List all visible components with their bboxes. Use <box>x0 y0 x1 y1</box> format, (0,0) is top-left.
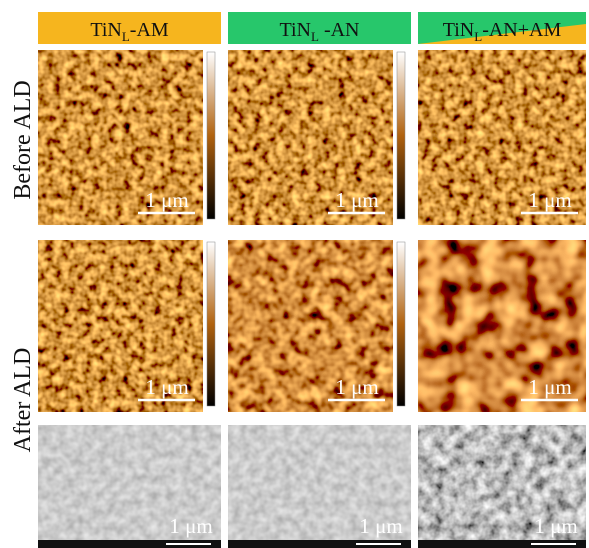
header-name: TiN <box>90 19 122 41</box>
colorbar <box>207 242 215 406</box>
header-title: TiNL-AM <box>90 19 169 44</box>
header-subscript: L <box>474 29 482 44</box>
colorbar <box>397 52 405 219</box>
header-suffix: -AN+AM <box>482 19 561 41</box>
scale-label: 1 μm <box>169 514 212 538</box>
header-title: TiNL -AN <box>279 19 359 44</box>
header-subscript: L <box>122 29 130 44</box>
colorbar <box>207 52 215 219</box>
header-subscript: L <box>311 29 319 44</box>
scale-label: 1 μm <box>335 375 378 399</box>
figure: TiNL-AMTiNL -ANTiNL-AN+AMBefore ALDAfter… <box>0 0 589 548</box>
scale-label: 1 μm <box>145 375 188 399</box>
header-name: TiN <box>443 19 475 41</box>
scale-label: 1 μm <box>145 188 188 212</box>
scale-label: 1 μm <box>528 188 571 212</box>
colorbar <box>397 242 405 406</box>
header-title: TiNL-AN+AM <box>443 19 562 44</box>
scale-label: 1 μm <box>528 375 571 399</box>
scale-label: 1 μm <box>335 188 378 212</box>
row-label: After ALD <box>10 348 36 453</box>
header-suffix: -AN <box>319 19 360 41</box>
row-label: Before ALD <box>10 80 36 199</box>
scale-label: 1 μm <box>534 514 577 538</box>
scale-label: 1 μm <box>359 514 402 538</box>
header-name: TiN <box>279 19 311 41</box>
header-suffix: -AM <box>130 19 169 41</box>
